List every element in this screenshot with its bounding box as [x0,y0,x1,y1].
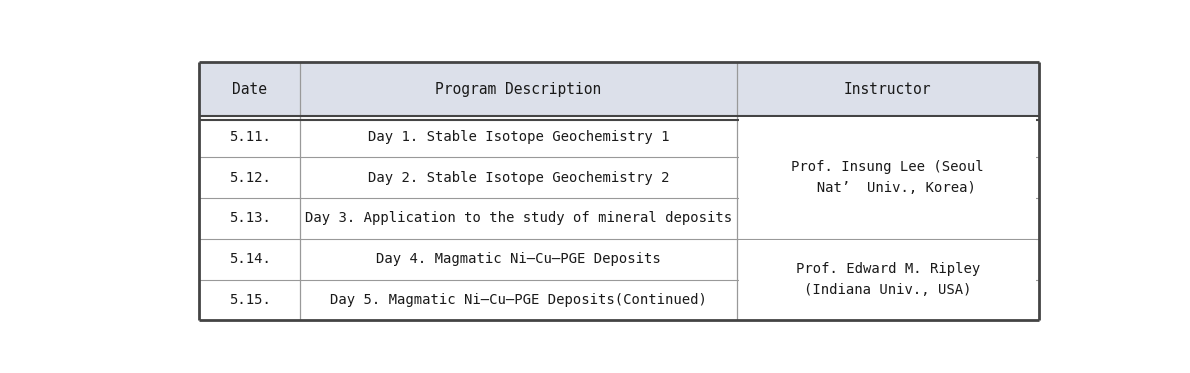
Text: 5.11.: 5.11. [228,130,271,144]
Text: Prof. Insung Lee (Seoul
  Nat’  Univ., Korea): Prof. Insung Lee (Seoul Nat’ Univ., Kore… [791,160,984,195]
Bar [739,117,1036,238]
Bar [200,239,1039,280]
Text: Program Description: Program Description [436,82,601,97]
Text: 5.12.: 5.12. [228,170,271,185]
Text: 5.15.: 5.15. [228,293,271,307]
Bar [200,198,1039,239]
Text: Date: Date [232,82,268,97]
Text: Instructor: Instructor [844,82,932,97]
Bar [200,157,1039,198]
Bar [739,240,1036,320]
Bar [200,116,1039,157]
Text: Day 3. Application to the study of mineral deposits: Day 3. Application to the study of miner… [305,211,732,225]
Text: Day 4. Magmatic Ni–Cu–PGE Deposits: Day 4. Magmatic Ni–Cu–PGE Deposits [376,252,660,266]
Text: Day 1. Stable Isotope Geochemistry 1: Day 1. Stable Isotope Geochemistry 1 [368,130,669,144]
Text: 5.13.: 5.13. [228,211,271,225]
Bar [200,280,1039,320]
Text: 5.14.: 5.14. [228,252,271,266]
Bar [200,62,1039,116]
Text: Prof. Edward M. Ripley
(Indiana Univ., USA): Prof. Edward M. Ripley (Indiana Univ., U… [796,262,979,297]
Text: Day 5. Magmatic Ni–Cu–PGE Deposits(Continued): Day 5. Magmatic Ni–Cu–PGE Deposits(Conti… [330,293,707,307]
Text: Day 2. Stable Isotope Geochemistry 2: Day 2. Stable Isotope Geochemistry 2 [368,170,669,185]
